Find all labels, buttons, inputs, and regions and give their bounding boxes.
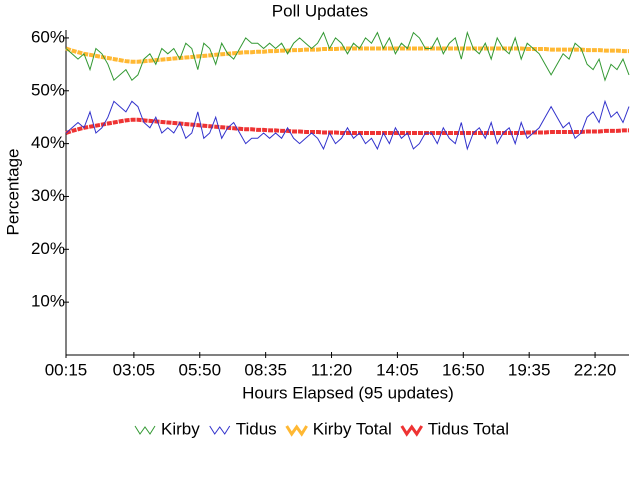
x-tick-label: 14:05: [376, 360, 419, 379]
x-tick-label: 16:50: [442, 360, 485, 379]
x-tick-label: 08:35: [244, 360, 287, 379]
legend-icon: [285, 424, 308, 437]
x-tick-label: 03:05: [113, 360, 156, 379]
y-tick-label: 30%: [31, 186, 65, 205]
legend-label: Kirby Total: [313, 419, 392, 438]
legend-icon: [209, 425, 231, 435]
y-tick-label: 60%: [31, 27, 65, 46]
x-tick-label: 05:50: [178, 360, 221, 379]
series-line: [65, 117, 629, 135]
y-tick-label: 50%: [31, 80, 65, 99]
series-line: [65, 46, 629, 64]
chart-title: Poll Updates: [272, 1, 368, 20]
x-axis-label: Hours Elapsed (95 updates): [242, 383, 454, 402]
y-tick-label: 40%: [31, 133, 65, 152]
y-tick-label: 20%: [31, 239, 65, 258]
series-line: [65, 30, 630, 82]
x-tick-label: 22:20: [574, 360, 617, 379]
legend-label: Tidus Total: [428, 419, 509, 438]
y-tick-label: 10%: [31, 292, 65, 311]
legend-icon: [134, 425, 156, 435]
legend-icon: [400, 424, 424, 437]
x-tick-label: 00:15: [45, 360, 88, 379]
x-tick-label: 11:20: [311, 360, 352, 379]
legend-label: Kirby: [161, 419, 200, 438]
x-tick-label: 19:35: [508, 360, 551, 379]
legend-label: Tidus: [236, 419, 277, 438]
series-line: [65, 99, 630, 151]
y-axis-label: Percentage: [3, 149, 22, 236]
